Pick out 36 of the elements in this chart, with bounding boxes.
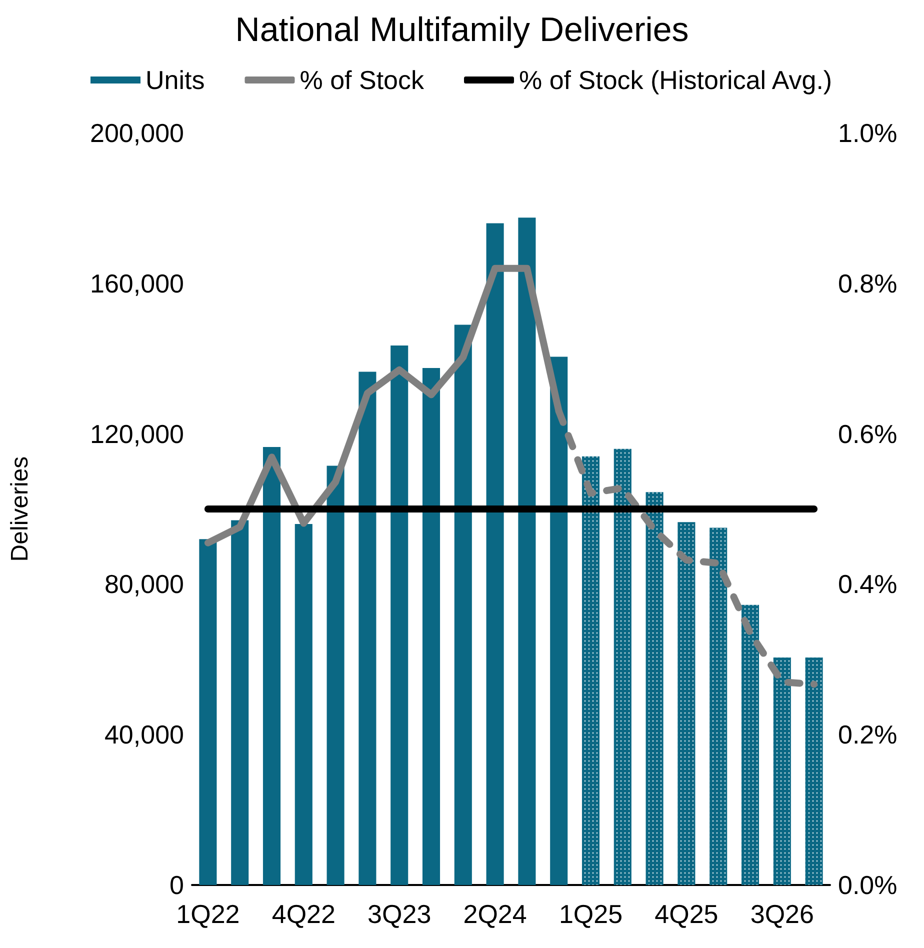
legend-label: % of Stock [300, 65, 426, 95]
legend-label: Units [145, 65, 205, 95]
x-tick-label: 1Q25 [558, 899, 623, 929]
chart-title: National Multifamily Deliveries [235, 11, 689, 49]
x-tick-label: 3Q23 [368, 899, 432, 929]
bar [326, 466, 344, 885]
legend-label: % of Stock (Historical Avg.) [519, 65, 832, 95]
y-tick-label: 120,000 [90, 418, 184, 449]
y2-tick-label: 1.0% [838, 118, 898, 148]
y2-tick-label: 0.8% [838, 268, 898, 298]
y-tick-label: 80,000 [104, 569, 184, 600]
y-tick-label: 40,000 [104, 720, 184, 750]
y2-tick-label: 0.6% [838, 418, 898, 449]
x-tick-label: 3Q26 [750, 899, 814, 929]
bar [231, 520, 249, 885]
bar [454, 324, 472, 885]
x-tick-label: 2Q24 [463, 899, 527, 929]
y-tick-label: 160,000 [90, 268, 184, 298]
y-tick-label: 200,000 [90, 118, 184, 148]
y2-tick-label: 0.2% [838, 720, 898, 750]
bar [550, 356, 568, 885]
bar [422, 368, 440, 885]
bar [294, 524, 312, 885]
x-tick-label: 1Q22 [176, 899, 240, 929]
bar [390, 345, 408, 885]
bar [262, 446, 281, 885]
x-tick-label: 4Q25 [654, 899, 718, 929]
x-tick-label: 4Q22 [272, 899, 336, 929]
bar [518, 218, 536, 885]
bar [358, 372, 376, 885]
bar [486, 223, 504, 885]
y2-tick-label: 0.0% [838, 870, 898, 900]
bar [199, 539, 217, 885]
y-axis-title: Deliveries [6, 456, 34, 562]
y2-tick-label: 0.4% [838, 569, 898, 600]
y-tick-label: 0 [170, 870, 184, 900]
